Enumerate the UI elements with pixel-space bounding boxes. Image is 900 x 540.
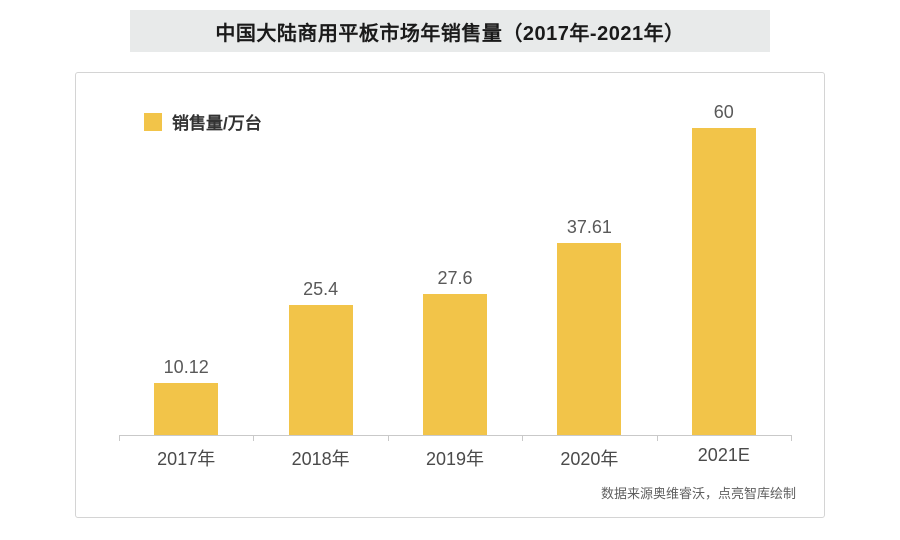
chart-card: 销售量/万台 10.12 25.4 27.6 37.61 60 2017年 2018年 20… <box>75 72 825 518</box>
bar-column-2018年: 25.4 <box>253 279 387 435</box>
bar-plot-area: 10.12 25.4 27.6 37.61 60 <box>119 102 791 435</box>
x-axis-tick <box>253 435 255 441</box>
x-axis-tick <box>522 435 524 441</box>
x-axis-tick <box>656 435 658 441</box>
bar-rect <box>288 305 353 435</box>
x-axis-label-2021E: 2021E <box>697 445 750 465</box>
bar-value-label: 10.12 <box>163 357 209 377</box>
bar-value-label: 27.6 <box>437 268 473 288</box>
bar-rect <box>691 128 756 435</box>
bar-column-2021E: 60 <box>657 102 791 435</box>
chart-legend: 销售量/万台 <box>144 109 262 134</box>
bar-value-label: 60 <box>713 102 734 122</box>
x-axis-labels: 2017年 2018年 2019年 2020年 2021E <box>119 445 791 471</box>
chart-title-banner: 中国大陆商用平板市场年销售量（2017年-2021年） <box>130 10 770 52</box>
data-source-note: 数据来源奥维睿沃，点亮智库绘制 <box>600 486 796 501</box>
x-axis-label-2020年: 2020年 <box>560 449 619 469</box>
bar-column-2019年: 27.6 <box>388 268 522 435</box>
bar-rect <box>154 383 219 435</box>
bar-column-2017年: 10.12 <box>119 357 253 435</box>
bar-column-2020年: 37.61 <box>522 217 656 435</box>
x-axis-label-2019年: 2019年 <box>425 449 485 469</box>
x-axis-tick <box>387 435 389 441</box>
x-axis-label-2017年: 2017年 <box>157 449 216 469</box>
x-axis-label-2018年: 2018年 <box>291 449 350 469</box>
bar-value-label: 25.4 <box>303 279 339 299</box>
legend-label: 销售量/万台 <box>172 114 262 133</box>
x-axis-tick <box>119 435 120 441</box>
bar-value-label: 37.61 <box>566 217 612 237</box>
page-title: 中国大陆商用平板市场年销售量（2017年-2021年） <box>215 22 685 45</box>
x-axis-line <box>119 435 791 436</box>
x-axis-tick <box>791 435 792 441</box>
legend-swatch-icon <box>144 112 162 131</box>
bar-rect <box>557 243 622 435</box>
bar-rect <box>422 294 487 435</box>
